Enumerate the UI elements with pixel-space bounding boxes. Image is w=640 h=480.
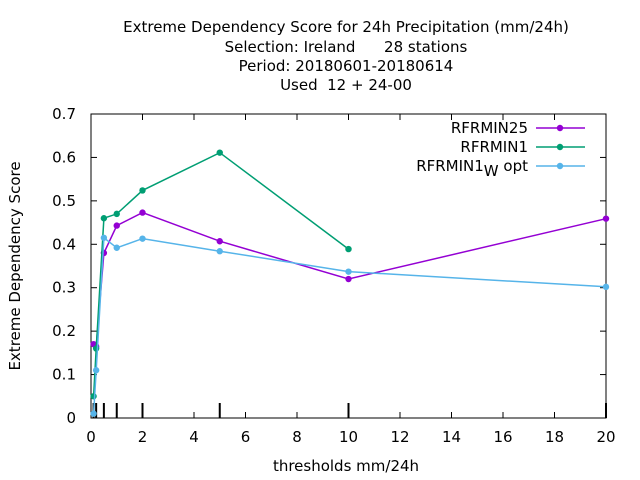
x-tick-label: 16 xyxy=(493,428,512,446)
x-tick-label: 0 xyxy=(86,428,96,446)
data-point xyxy=(90,393,97,400)
series-3 xyxy=(90,234,610,417)
legend-item-1: RFRMIN25 xyxy=(451,119,585,137)
data-point xyxy=(113,210,120,218)
data-point xyxy=(92,367,100,374)
chart-title: Extreme Dependency Score for 24h Precipi… xyxy=(123,18,569,94)
data-point xyxy=(139,187,146,194)
data-point xyxy=(139,235,146,242)
series-line xyxy=(92,236,607,414)
y-tick-label: 0.5 xyxy=(52,192,76,210)
y-axis-label: Extreme Dependency Score xyxy=(6,161,24,370)
legend-label: RFRMIN1 xyxy=(460,138,528,156)
data-point xyxy=(100,215,108,222)
data-point xyxy=(113,244,120,251)
plot-border xyxy=(90,113,607,419)
title-line-4: Used 12 + 24-00 xyxy=(280,76,412,94)
title-line-1: Extreme Dependency Score for 24h Precipi… xyxy=(123,18,569,36)
data-point xyxy=(100,234,108,241)
data-point xyxy=(345,275,352,283)
series-line xyxy=(92,151,349,397)
axes: 0 2 4 6 8 10 12 14 16 18 20 0 0.1 0.2 0.3 0.4 0.5 0.6 0.7 xyxy=(52,105,615,446)
series-1 xyxy=(90,209,610,350)
series-2 xyxy=(90,149,352,400)
data-point xyxy=(92,345,100,352)
x-tick-label: 14 xyxy=(442,428,461,446)
y-tick-label: 0.3 xyxy=(52,279,76,297)
series-layer xyxy=(90,149,610,417)
data-point xyxy=(113,222,120,229)
data-point xyxy=(345,268,352,275)
x-tick-label: 2 xyxy=(138,428,148,446)
y-tick-label: 0.6 xyxy=(52,148,76,166)
data-point xyxy=(602,283,610,291)
x-tick-label: 12 xyxy=(390,428,409,446)
data-point xyxy=(602,215,610,222)
y-tick-label: 0 xyxy=(66,409,76,427)
y-tick-label: 0.7 xyxy=(52,105,76,123)
title-line-3: Period: 20180601-20180614 xyxy=(239,57,454,75)
threshold-marks xyxy=(92,403,607,418)
legend-marker xyxy=(556,143,564,151)
x-tick-label: 6 xyxy=(241,428,251,446)
x-tick-label: 10 xyxy=(339,428,358,446)
legend-item-3: RFRMIN1W opt xyxy=(416,157,585,180)
legend-marker xyxy=(556,124,564,132)
data-point xyxy=(216,248,223,255)
y-tick-label: 0.1 xyxy=(52,366,76,384)
x-tick-label: 8 xyxy=(292,428,302,446)
title-line-2: Selection: Ireland 28 stations xyxy=(225,38,468,56)
x-tick-label: 20 xyxy=(596,428,615,446)
legend-marker xyxy=(556,162,564,170)
data-point xyxy=(139,209,146,216)
y-tick-label: 0.2 xyxy=(52,322,76,340)
legend-label: RFRMIN25 xyxy=(451,119,528,137)
x-tick-label: 18 xyxy=(545,428,564,446)
data-point xyxy=(216,149,223,156)
x-tick-label: 4 xyxy=(189,428,199,446)
y-tick-label: 0.4 xyxy=(52,235,76,253)
data-point xyxy=(345,245,352,253)
legend-item-2: RFRMIN1 xyxy=(460,138,585,156)
legend-label: RFRMIN1W opt xyxy=(416,157,528,180)
data-point xyxy=(216,238,223,245)
data-point xyxy=(90,410,97,417)
x-axis-label: thresholds mm/24h xyxy=(273,457,419,475)
